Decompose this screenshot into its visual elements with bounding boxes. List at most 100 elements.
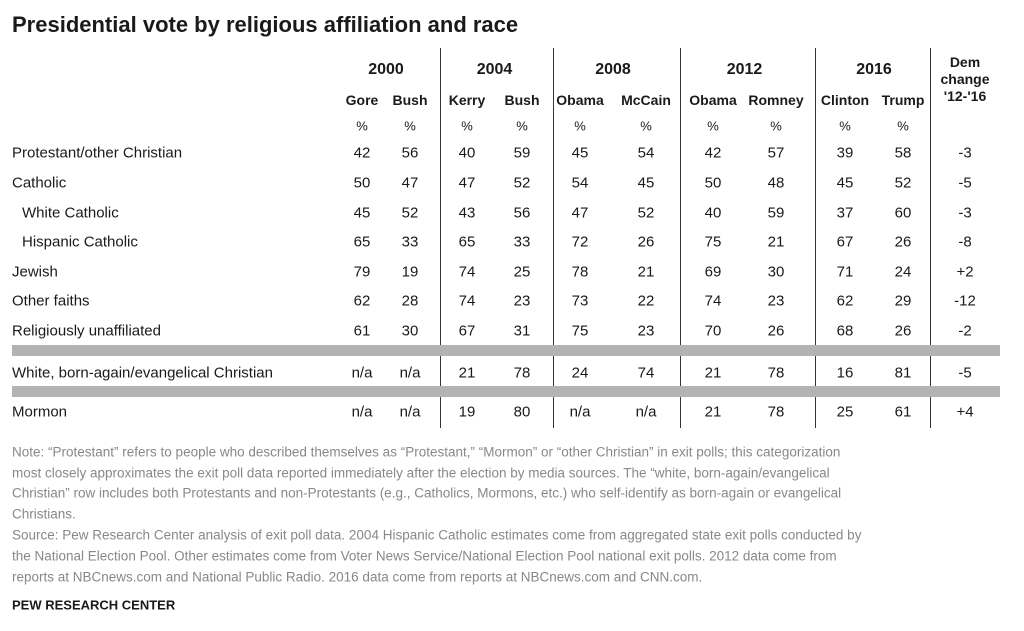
row-label: White, born-again/evangelical Christian bbox=[12, 364, 273, 382]
cell: 61 bbox=[353, 322, 371, 340]
cell: 52 bbox=[894, 174, 912, 192]
column-divider bbox=[680, 48, 681, 428]
unit-label: % bbox=[640, 118, 652, 134]
cell: 47 bbox=[401, 174, 419, 192]
cell: 68 bbox=[836, 322, 854, 340]
cell: 26 bbox=[894, 322, 912, 340]
cell: 56 bbox=[401, 144, 419, 162]
note-line: most closely approximates the exit poll … bbox=[12, 464, 830, 480]
cell: -3 bbox=[958, 144, 972, 162]
cell: 80 bbox=[513, 403, 531, 421]
cell: 57 bbox=[767, 144, 785, 162]
cell: 73 bbox=[571, 292, 589, 310]
cell: 81 bbox=[894, 364, 912, 382]
cell: 21 bbox=[704, 364, 722, 382]
cell: 67 bbox=[458, 322, 476, 340]
separator-bar bbox=[12, 345, 1000, 356]
cell: 74 bbox=[704, 292, 722, 310]
candidate-header: Kerry bbox=[448, 92, 486, 108]
cell: 52 bbox=[401, 204, 419, 222]
column-divider bbox=[815, 48, 816, 428]
cell: 78 bbox=[767, 364, 785, 382]
cell: n/a bbox=[399, 364, 421, 382]
cell: -3 bbox=[958, 204, 972, 222]
candidate-header: Clinton bbox=[820, 92, 870, 108]
cell: n/a bbox=[351, 403, 373, 421]
cell: 23 bbox=[513, 292, 531, 310]
unit-label: % bbox=[897, 118, 909, 134]
unit-label: % bbox=[839, 118, 851, 134]
cell: -5 bbox=[958, 364, 972, 382]
cell: 25 bbox=[836, 403, 854, 421]
cell: 16 bbox=[836, 364, 854, 382]
unit-label: % bbox=[404, 118, 416, 134]
candidate-header: Trump bbox=[881, 92, 925, 108]
cell: 28 bbox=[401, 292, 419, 310]
cell: 78 bbox=[767, 403, 785, 421]
candidate-header: Obama bbox=[689, 92, 737, 108]
cell: 54 bbox=[637, 144, 655, 162]
cell: 74 bbox=[458, 292, 476, 310]
cell: 45 bbox=[353, 204, 371, 222]
cell: 48 bbox=[767, 174, 785, 192]
cell: 21 bbox=[704, 403, 722, 421]
note-line: Christians. bbox=[12, 505, 76, 521]
cell: 47 bbox=[571, 204, 589, 222]
cell: 50 bbox=[704, 174, 722, 192]
year-header: 2016 bbox=[856, 61, 892, 78]
cell: n/a bbox=[399, 403, 421, 421]
cell: 23 bbox=[767, 292, 785, 310]
change-header: change bbox=[940, 71, 990, 87]
row-label: Religiously unaffiliated bbox=[12, 322, 161, 340]
cell: 74 bbox=[637, 364, 655, 382]
cell: 19 bbox=[401, 263, 419, 281]
cell: 30 bbox=[767, 263, 785, 281]
cell: 29 bbox=[894, 292, 912, 310]
cell: 59 bbox=[767, 204, 785, 222]
year-header: 2008 bbox=[595, 61, 631, 78]
footer: PEW RESEARCH CENTER bbox=[12, 597, 176, 613]
row-label: White Catholic bbox=[22, 204, 119, 222]
unit-label: % bbox=[574, 118, 586, 134]
row-label: Other faiths bbox=[12, 292, 90, 310]
cell: 65 bbox=[458, 233, 476, 251]
cell: 60 bbox=[894, 204, 912, 222]
cell: 79 bbox=[353, 263, 371, 281]
unit-label: % bbox=[461, 118, 473, 134]
note-line: Christian” row includes both Protestants… bbox=[12, 485, 842, 501]
cell: 58 bbox=[894, 144, 912, 162]
cell: 30 bbox=[401, 322, 419, 340]
cell: 59 bbox=[513, 144, 531, 162]
candidate-header: Bush bbox=[504, 92, 540, 108]
unit-label: % bbox=[707, 118, 719, 134]
cell: n/a bbox=[569, 403, 591, 421]
cell: -12 bbox=[954, 292, 976, 310]
cell: 61 bbox=[894, 403, 912, 421]
unit-label: % bbox=[770, 118, 782, 134]
year-header: 2012 bbox=[726, 61, 763, 78]
cell: 75 bbox=[571, 322, 589, 340]
cell: 52 bbox=[637, 204, 655, 222]
cell: 78 bbox=[513, 364, 531, 382]
cell: 56 bbox=[513, 204, 531, 222]
change-header: '12-'16 bbox=[943, 88, 987, 104]
column-divider bbox=[930, 48, 931, 428]
cell: 45 bbox=[571, 144, 589, 162]
row-label: Mormon bbox=[12, 403, 68, 421]
cell: 24 bbox=[571, 364, 589, 382]
cell: 52 bbox=[513, 174, 531, 192]
cell: 71 bbox=[836, 263, 854, 281]
cell: 37 bbox=[836, 204, 854, 222]
note-line: Note: “Protestant” refers to people who … bbox=[12, 444, 841, 460]
cell: 74 bbox=[458, 263, 476, 281]
row-label: Jewish bbox=[12, 263, 58, 281]
candidate-header: Bush bbox=[392, 92, 428, 108]
cell: 50 bbox=[353, 174, 371, 192]
source-line: Source: Pew Research Center analysis of … bbox=[12, 527, 862, 543]
cell: 45 bbox=[637, 174, 655, 192]
cell: 43 bbox=[458, 204, 476, 222]
cell: 42 bbox=[353, 144, 371, 162]
cell: 21 bbox=[637, 263, 655, 281]
cell: 54 bbox=[571, 174, 589, 192]
cell: 40 bbox=[458, 144, 476, 162]
